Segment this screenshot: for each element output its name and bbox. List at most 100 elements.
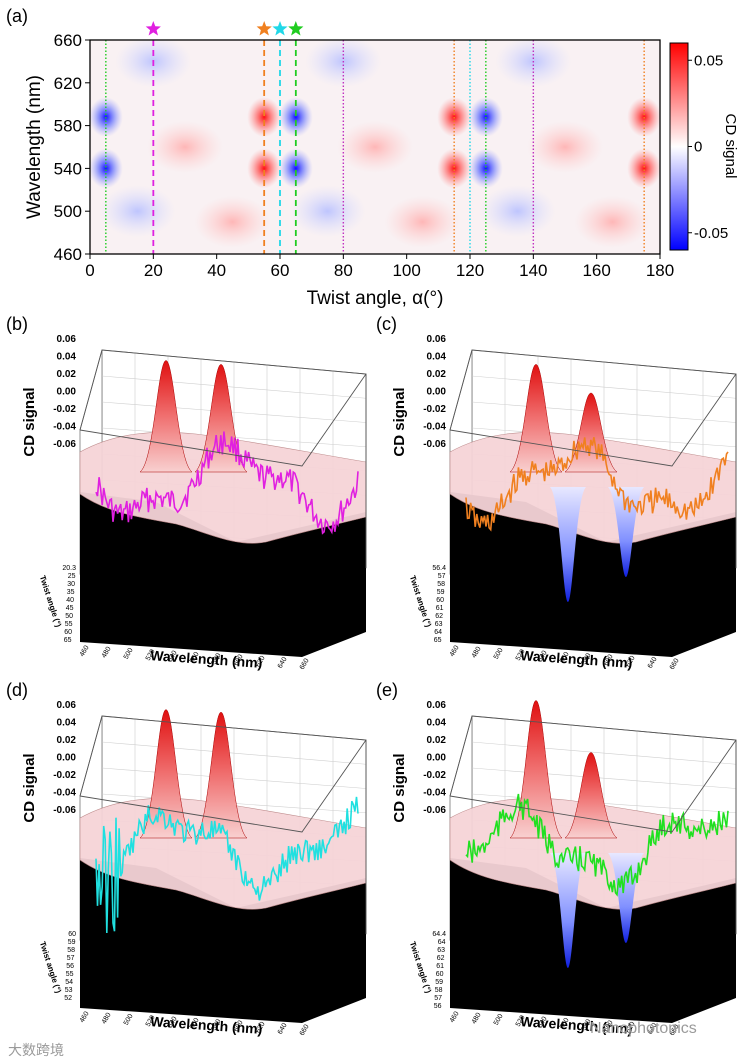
- z-tick-label-2: 0.02: [57, 735, 77, 746]
- z-tick-label-4: -0.02: [53, 404, 76, 415]
- surface-peak-0: [139, 360, 193, 473]
- z-tick-label-3: 0.00: [427, 387, 447, 398]
- z-tick-label-4: -0.02: [423, 404, 446, 415]
- x-tick-label-0: 460: [79, 1010, 91, 1024]
- y-tick-label-9: 65: [64, 637, 72, 644]
- z-tick-label-3: 0.00: [57, 387, 77, 398]
- y-tick-label-5: 61: [436, 605, 444, 612]
- z-tick-label-6: -0.06: [53, 805, 76, 816]
- x-tick-label-1: 480: [101, 646, 113, 660]
- y-axis-label: Twist angle (°): [408, 940, 433, 994]
- y-tick-label-9: 56: [434, 1003, 442, 1010]
- z-tick-label-1: 0.04: [427, 718, 447, 729]
- y-tick-label-5: 660: [54, 31, 82, 50]
- x-tick-label-5: 560: [189, 651, 201, 665]
- y-tick-label-4: 620: [54, 74, 82, 93]
- z-tick-label-4: -0.02: [53, 770, 76, 781]
- y-axis-label: Wavelength (nm): [24, 75, 45, 219]
- x-tick-label-10: 660: [669, 657, 681, 671]
- x-tick-label-5: 560: [559, 651, 571, 665]
- z-tick-label-6: -0.06: [423, 439, 446, 450]
- x-tick-label-2: 500: [123, 1013, 135, 1027]
- y-tick-label-5: 45: [66, 605, 74, 612]
- z-axis-label: CD signal: [21, 753, 38, 822]
- x-tick-label-2: 500: [123, 647, 135, 661]
- y-tick-label-2: 540: [54, 159, 82, 178]
- colorbar: [669, 42, 689, 251]
- y-tick-label-6: 59: [435, 979, 443, 986]
- star-marker-1: [256, 21, 272, 36]
- heatmap-blob-21: [99, 185, 176, 238]
- heatmap-blob-14: [527, 121, 603, 173]
- y-tick-label-3: 59: [437, 589, 445, 596]
- y-tick-label-1: 57: [438, 573, 446, 580]
- z-tick-label-2: 0.02: [427, 735, 447, 746]
- z-tick-label-5: -0.04: [53, 788, 76, 799]
- y-tick-label-3: 580: [54, 117, 82, 136]
- x-tick-label-1: 20: [144, 261, 163, 280]
- heatmap-blob-23: [479, 185, 556, 238]
- panel-e-surface: (e) 0.06 0.04 0.02 0.00 -0.02 -0.04 -0.06 CD sig…: [376, 680, 737, 1037]
- x-tick-label-0: 460: [449, 644, 461, 658]
- panel-label: (e): [376, 680, 398, 700]
- panel-label-a: (a): [6, 6, 28, 26]
- heatmap-blob-3: [247, 97, 282, 138]
- x-tick-label-6: 580: [581, 1018, 593, 1032]
- cd-trace-line: [465, 437, 729, 532]
- x-tick-label-8: 620: [255, 1021, 267, 1035]
- x-tick-label-6: 580: [211, 652, 223, 666]
- heatmap-blob-17: [495, 40, 572, 88]
- surface-dip-1: [608, 487, 644, 577]
- x-tick-label-4: 540: [167, 1016, 179, 1030]
- z-axis-label: CD signal: [21, 387, 38, 456]
- x-tick-label-4: 540: [537, 1016, 549, 1030]
- surface-peak-1: [194, 711, 248, 839]
- z-tick-label-1: 0.04: [57, 352, 77, 363]
- colorbar-tick-label-2: -0.05: [694, 225, 728, 242]
- surface-dip-0: [550, 487, 586, 602]
- y-tick-label-1: 64: [438, 939, 446, 946]
- z-tick-label-5: -0.04: [423, 788, 446, 799]
- panel-b-surface: (b) 0.06 0.04 0.02 0.00 -0.02 -0.04 -0.06 CD sig…: [6, 314, 367, 671]
- heatmap-blob-8: [468, 148, 503, 189]
- heatmap-blob-6: [437, 148, 472, 189]
- x-tick-label-8: 620: [255, 655, 267, 669]
- y-tick-label-6: 50: [65, 613, 73, 620]
- heatmap-blob-19: [384, 195, 461, 248]
- z-tick-label-4: -0.02: [423, 770, 446, 781]
- x-tick-label-3: 520: [515, 648, 527, 662]
- panel-label: (c): [376, 314, 397, 334]
- x-tick-label-3: 520: [515, 1014, 527, 1028]
- x-tick-label-1: 480: [471, 1012, 483, 1026]
- box-edge: [449, 349, 737, 568]
- heatmap-blob-12: [147, 121, 223, 173]
- z-tick-label-0: 0.06: [57, 700, 77, 711]
- box-edge: [449, 373, 737, 467]
- y-tick-label-6: 62: [435, 613, 443, 620]
- x-axis-label: Wavelength (nm): [150, 647, 263, 671]
- box-edge: [79, 739, 367, 833]
- x-tick-label-2: 500: [493, 1013, 505, 1027]
- x-tick-label-5: 560: [189, 1017, 201, 1031]
- x-tick-label-0: 0: [85, 261, 94, 280]
- y-tick-label-8: 64: [434, 629, 442, 636]
- y-tick-label-4: 60: [436, 597, 444, 604]
- x-axis-label: Wavelength (nm): [520, 647, 633, 671]
- heatmap-blob-20: [574, 195, 651, 248]
- y-tick-label-4: 56: [66, 963, 74, 970]
- y-axis-label: Twist angle (°): [38, 940, 63, 994]
- cd-trace-line: [95, 796, 359, 934]
- x-tick-label-10: 660: [299, 1023, 311, 1037]
- star-marker-0: [145, 21, 161, 36]
- z-tick-label-1: 0.04: [57, 718, 77, 729]
- x-axis-label: Twist angle, α(°): [307, 288, 444, 309]
- x-tick-label-6: 580: [581, 652, 593, 666]
- heatmap-blob-16: [305, 40, 382, 88]
- z-tick-label-1: 0.04: [427, 352, 447, 363]
- y-tick-label-2: 58: [67, 947, 75, 954]
- y-tick-label-0: 460: [54, 245, 82, 264]
- cd-trace-line: [95, 431, 359, 535]
- panel-c-surface: (c) 0.06 0.04 0.02 0.00 -0.02 -0.04 -0.06 CD sig…: [376, 314, 737, 671]
- colorbar-label: CD signal: [722, 113, 739, 178]
- y-tick-label-3: 57: [67, 955, 75, 962]
